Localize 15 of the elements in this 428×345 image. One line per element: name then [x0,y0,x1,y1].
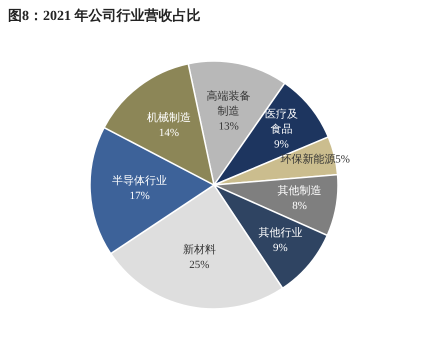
data-label: 17% [130,190,150,202]
data-label: 9% [274,138,289,151]
data-label: 13% [218,120,239,133]
slice-label: 机械制造 [147,112,192,124]
data-label: 8% [292,200,307,212]
slice-label: 其他制造 [278,185,322,198]
data-label: 5% [335,154,350,166]
data-label: 25% [189,258,210,271]
slice-label: 其他行业 [258,227,302,240]
slice-label: 新材料 [182,244,216,256]
slice-label: 半导体行业 [112,174,168,187]
slice-label: 高端装备制造 [206,90,251,118]
chart-title: 图8：2021 年公司行业营收占比 [8,8,200,24]
data-label: 9% [272,242,288,254]
data-label: 14% [158,126,180,139]
